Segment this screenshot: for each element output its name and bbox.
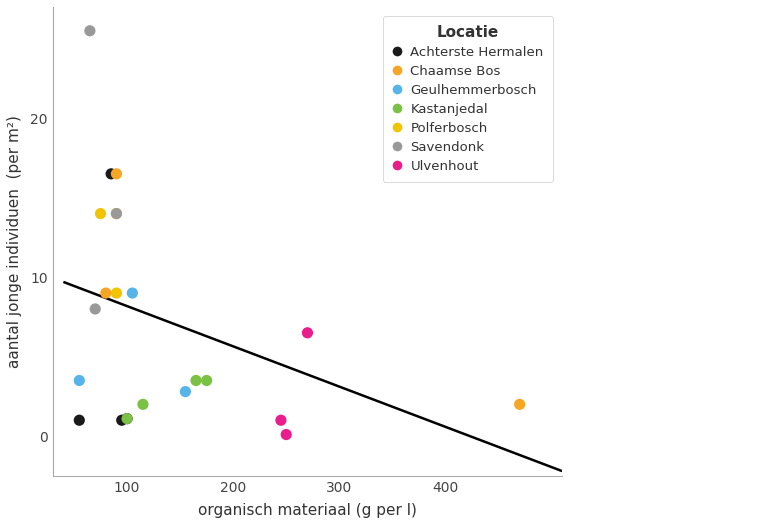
Point (126, 289, 139, 297)
Point (110, 289, 122, 297)
Point (121, 414, 133, 423)
Point (280, 430, 293, 439)
Point (99, 289, 112, 297)
Y-axis label: aantal jonge individuen  (per m²): aantal jonge individuen (per m²) (7, 115, 22, 368)
Point (301, 329, 313, 337)
Point (73, 416, 85, 424)
Legend: Achterste Hermalen, Chaamse Bos, Geulhemmerbosch, Kastanjedal, Polferbosch, Save: Achterste Hermalen, Chaamse Bos, Geulhem… (383, 16, 553, 182)
Point (116, 416, 128, 424)
Point (275, 416, 287, 424)
Point (105, 170, 117, 178)
Point (137, 400, 149, 408)
Point (95, 209, 107, 218)
Point (179, 387, 192, 396)
Point (89, 304, 102, 313)
Point (200, 376, 213, 385)
Point (84, 27, 96, 35)
Point (73, 376, 85, 385)
Point (514, 400, 526, 408)
Point (110, 170, 122, 178)
Point (190, 376, 203, 385)
Point (110, 209, 122, 218)
Point (121, 414, 133, 423)
X-axis label: organisch materiaal (g per l): organisch materiaal (g per l) (198, 503, 417, 518)
Point (110, 209, 122, 218)
